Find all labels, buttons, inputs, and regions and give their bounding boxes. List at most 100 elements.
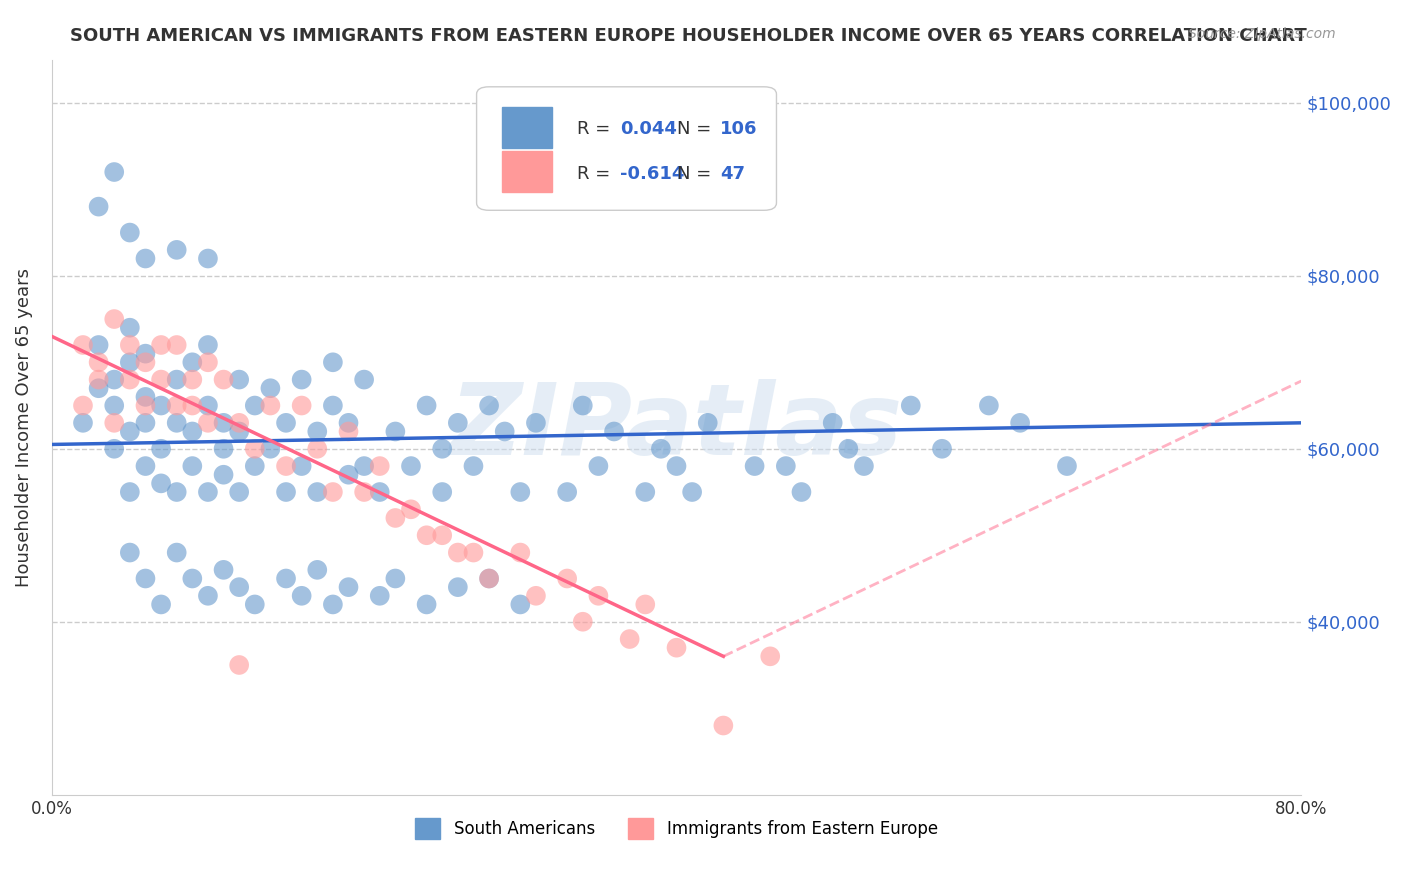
- Point: [384, 425, 406, 439]
- Point: [134, 346, 156, 360]
- Point: [399, 459, 422, 474]
- Point: [118, 485, 141, 500]
- Point: [368, 589, 391, 603]
- Point: [87, 381, 110, 395]
- Point: [212, 442, 235, 456]
- Point: [150, 442, 173, 456]
- Point: [588, 459, 610, 474]
- Text: 47: 47: [720, 164, 745, 183]
- Point: [166, 338, 188, 352]
- Point: [118, 425, 141, 439]
- Point: [118, 355, 141, 369]
- Point: [166, 243, 188, 257]
- Point: [228, 425, 250, 439]
- Point: [337, 580, 360, 594]
- Point: [555, 572, 578, 586]
- Text: R =: R =: [576, 120, 616, 138]
- Point: [322, 355, 344, 369]
- Point: [134, 399, 156, 413]
- Point: [744, 459, 766, 474]
- Point: [322, 485, 344, 500]
- Point: [228, 485, 250, 500]
- Text: SOUTH AMERICAN VS IMMIGRANTS FROM EASTERN EUROPE HOUSEHOLDER INCOME OVER 65 YEAR: SOUTH AMERICAN VS IMMIGRANTS FROM EASTER…: [70, 27, 1308, 45]
- Point: [166, 399, 188, 413]
- Point: [337, 416, 360, 430]
- Point: [212, 373, 235, 387]
- Point: [103, 442, 125, 456]
- Point: [103, 399, 125, 413]
- Point: [603, 425, 626, 439]
- Legend: South Americans, Immigrants from Eastern Europe: South Americans, Immigrants from Eastern…: [409, 812, 945, 846]
- Point: [415, 399, 437, 413]
- Point: [134, 252, 156, 266]
- Point: [447, 545, 470, 559]
- Point: [150, 476, 173, 491]
- Point: [259, 399, 281, 413]
- FancyBboxPatch shape: [477, 87, 776, 211]
- Text: R =: R =: [576, 164, 616, 183]
- Point: [291, 373, 314, 387]
- Point: [166, 485, 188, 500]
- Text: -0.614: -0.614: [620, 164, 685, 183]
- Point: [197, 485, 219, 500]
- Point: [197, 399, 219, 413]
- Point: [228, 373, 250, 387]
- Point: [243, 399, 266, 413]
- Point: [259, 442, 281, 456]
- Point: [509, 485, 531, 500]
- Point: [665, 459, 688, 474]
- Point: [572, 399, 595, 413]
- Point: [619, 632, 641, 646]
- Point: [447, 416, 470, 430]
- Point: [166, 373, 188, 387]
- Point: [103, 416, 125, 430]
- Point: [87, 355, 110, 369]
- Point: [1056, 459, 1078, 474]
- Point: [166, 416, 188, 430]
- Point: [181, 425, 204, 439]
- Point: [72, 338, 94, 352]
- Point: [524, 589, 547, 603]
- Point: [274, 459, 297, 474]
- Point: [212, 467, 235, 482]
- Text: Source: ZipAtlas.com: Source: ZipAtlas.com: [1188, 27, 1336, 41]
- Point: [197, 416, 219, 430]
- Point: [259, 381, 281, 395]
- Point: [353, 485, 375, 500]
- Point: [368, 485, 391, 500]
- Y-axis label: Householder Income Over 65 years: Householder Income Over 65 years: [15, 268, 32, 587]
- Point: [150, 373, 173, 387]
- Point: [197, 338, 219, 352]
- Point: [87, 338, 110, 352]
- Point: [307, 485, 329, 500]
- Point: [368, 459, 391, 474]
- Point: [931, 442, 953, 456]
- Point: [103, 373, 125, 387]
- Point: [524, 416, 547, 430]
- Point: [197, 252, 219, 266]
- Point: [197, 589, 219, 603]
- Point: [118, 226, 141, 240]
- Point: [72, 399, 94, 413]
- Text: N =: N =: [676, 164, 717, 183]
- Point: [759, 649, 782, 664]
- Point: [634, 598, 657, 612]
- Text: N =: N =: [676, 120, 717, 138]
- Point: [228, 416, 250, 430]
- Point: [87, 200, 110, 214]
- Point: [307, 442, 329, 456]
- Point: [415, 528, 437, 542]
- Bar: [502, 152, 551, 192]
- Point: [711, 718, 734, 732]
- Point: [837, 442, 859, 456]
- Point: [134, 390, 156, 404]
- Point: [243, 598, 266, 612]
- Point: [103, 312, 125, 326]
- Point: [650, 442, 672, 456]
- Point: [243, 442, 266, 456]
- Point: [118, 320, 141, 334]
- Point: [821, 416, 844, 430]
- Point: [478, 572, 501, 586]
- Point: [197, 355, 219, 369]
- Point: [291, 459, 314, 474]
